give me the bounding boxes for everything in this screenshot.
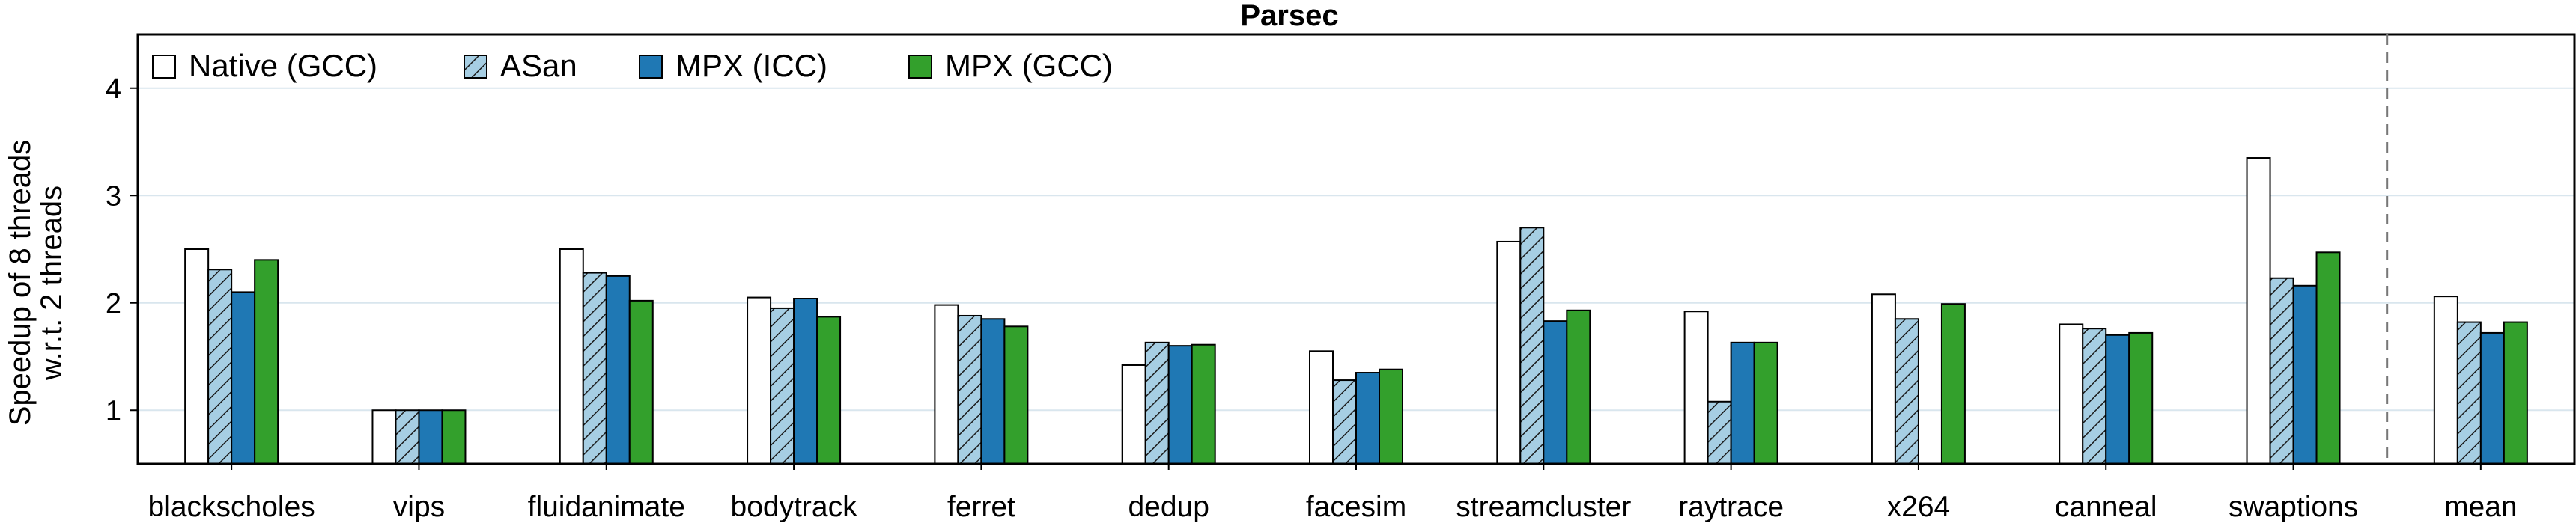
grid-layer — [138, 87, 2575, 412]
legend-swatch — [908, 55, 932, 79]
legend: Native (GCC) ASan MPX (ICC) MPX (GCC) — [152, 48, 1113, 83]
bar-raytrace-native-gcc — [1683, 311, 1709, 465]
bar-swaptions-asan — [2269, 277, 2294, 465]
legend-label: Native (GCC) — [189, 48, 377, 83]
bar-mean-mpx-gcc — [2503, 321, 2528, 465]
bar-canneal-asan — [2082, 328, 2107, 465]
bar-canneal-mpx-icc — [2105, 334, 2130, 465]
y-tick-label: 2 — [106, 288, 121, 319]
bar-raytrace-mpx-gcc — [1753, 341, 1778, 465]
x-tick-label: vips — [393, 491, 445, 523]
bar-fluidanimate-native-gcc — [559, 248, 584, 465]
y-axis-label-line2: w.r.t. 2 threads — [35, 186, 68, 381]
bar-facesim-native-gcc — [1309, 350, 1334, 465]
bar-dedup-native-gcc — [1121, 364, 1146, 465]
bar-mean-mpx-icc — [2479, 331, 2505, 465]
bar-facesim-mpx-icc — [1355, 372, 1380, 465]
bar-blackscholes-native-gcc — [184, 248, 210, 465]
bar-dedup-mpx-gcc — [1191, 343, 1216, 465]
axes-layer: 1 2 3 4 blackscholes vips fluidanimate bodytrac… — [106, 33, 2576, 523]
bar-fluidanimate-asan — [582, 272, 607, 465]
x-tick-label: swaptions — [2229, 491, 2358, 523]
bar-ferret-asan — [957, 314, 982, 465]
bar-blackscholes-asan — [207, 269, 233, 465]
bar-mean-asan — [2456, 321, 2482, 465]
x-tick-label: blackscholes — [148, 491, 315, 523]
bar-raytrace-mpx-icc — [1730, 341, 1755, 465]
bar-mean-native-gcc — [2433, 296, 2458, 465]
x-tick-label: x264 — [1887, 491, 1951, 523]
bar-x264-asan — [1894, 318, 1919, 465]
bar-facesim-mpx-gcc — [1379, 368, 1403, 465]
bar-bodytrack-asan — [770, 307, 795, 465]
x-tick-label: mean — [2444, 491, 2518, 523]
bar-raytrace-asan — [1707, 400, 1732, 465]
bar-vips-mpx-gcc — [441, 409, 467, 465]
bar-dedup-asan — [1144, 341, 1170, 465]
bar-swaptions-native-gcc — [2246, 157, 2271, 465]
legend-label: ASan — [500, 48, 577, 83]
bar-canneal-native-gcc — [2059, 323, 2084, 465]
bar-dedup-mpx-icc — [1167, 345, 1193, 465]
x-tick-label: facesim — [1306, 491, 1406, 523]
bars-layer — [184, 157, 2528, 465]
bar-fluidanimate-mpx-icc — [605, 275, 631, 465]
bar-bodytrack-mpx-icc — [793, 298, 818, 465]
bar-bodytrack-native-gcc — [747, 296, 772, 465]
x-tick-label: canneal — [2055, 491, 2157, 523]
x-tick-label: dedup — [1128, 491, 1209, 523]
x-tick-label: raytrace — [1678, 491, 1784, 523]
y-axis-label-2: w.r.t. 2 threads — [35, 186, 68, 381]
bar-ferret-native-gcc — [934, 304, 959, 465]
bar-streamcluster-mpx-gcc — [1566, 309, 1591, 465]
y-tick-label: 1 — [106, 395, 121, 426]
y-tick-label: 4 — [106, 73, 121, 105]
bar-ferret-mpx-gcc — [1003, 325, 1029, 465]
bar-ferret-mpx-icc — [980, 318, 1006, 465]
bar-streamcluster-native-gcc — [1496, 240, 1522, 465]
bar-streamcluster-asan — [1519, 227, 1545, 465]
y-axis-label-line1: Speedup of 8 threads — [4, 140, 37, 426]
legend-swatch — [152, 55, 176, 79]
x-tick-label: ferret — [947, 491, 1015, 523]
bar-vips-mpx-icc — [418, 409, 443, 465]
bar-fluidanimate-mpx-gcc — [628, 299, 654, 465]
bar-x264-native-gcc — [1871, 293, 1896, 465]
x-tick-label: bodytrack — [731, 491, 858, 523]
bar-facesim-asan — [1332, 379, 1357, 465]
x-tick-label: fluidanimate — [528, 491, 685, 523]
y-tick-label: 3 — [106, 180, 121, 212]
bar-blackscholes-mpx-icc — [231, 291, 256, 465]
bar-x264-mpx-gcc — [1940, 303, 1966, 465]
bar-vips-native-gcc — [371, 409, 397, 465]
bar-swaptions-mpx-gcc — [2315, 251, 2341, 465]
bar-canneal-mpx-gcc — [2128, 331, 2154, 465]
x-tick-label: streamcluster — [1456, 491, 1631, 523]
legend-swatch — [464, 55, 487, 79]
chart-title: Parsec — [1240, 0, 1338, 32]
bar-vips-asan — [395, 409, 420, 465]
legend-label: MPX (GCC) — [945, 48, 1113, 83]
y-axis-label: Speedup of 8 threads — [4, 140, 37, 426]
bar-streamcluster-mpx-icc — [1543, 320, 1568, 465]
legend-swatch — [639, 55, 663, 79]
bar-bodytrack-mpx-gcc — [816, 316, 842, 465]
bar-blackscholes-mpx-gcc — [254, 259, 279, 465]
bar-swaptions-mpx-icc — [2292, 284, 2318, 465]
legend-label: MPX (ICC) — [675, 48, 827, 83]
